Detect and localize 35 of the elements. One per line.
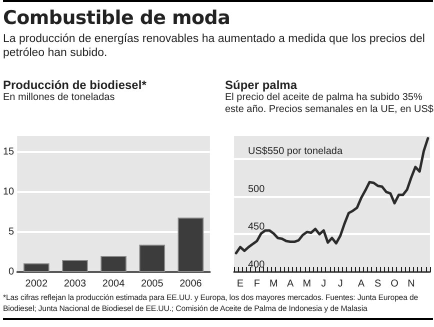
x-tick-label: S — [374, 278, 382, 290]
y-tick-label: 450 — [248, 222, 266, 233]
bar — [100, 256, 126, 272]
y-tick-label: 10 — [3, 186, 15, 198]
x-tick-label: J — [338, 278, 343, 290]
x-tick-label: M — [269, 278, 278, 290]
x-tick-label: 2002 — [25, 278, 48, 290]
x-tick-label: 2005 — [141, 278, 164, 290]
y-tick-label: 0 — [8, 266, 15, 278]
x-tick-label: J — [321, 278, 326, 290]
y-tick-label: US$550 por tonelada — [248, 146, 343, 158]
chart-title: Súper palma — [224, 78, 298, 92]
x-tick-label: 2006 — [180, 278, 202, 290]
x-tick-label: A — [286, 278, 294, 290]
x-tick-label: N — [408, 278, 415, 290]
x-tick-label: F — [254, 278, 260, 290]
text: La producción de energías renovables ha aumentado a medida que los precios del petróleo han subido. — [3, 32, 426, 60]
chart-title: Producción de biodiesel* — [2, 78, 148, 92]
bar — [139, 244, 166, 272]
x-tick-label: 2003 — [64, 278, 87, 290]
x-tick-label: O — [390, 278, 399, 290]
y-tick-label: 500 — [248, 184, 266, 195]
bar — [62, 260, 88, 272]
x-tick-label: A — [358, 278, 365, 290]
chart-subtitle: El precio del aceite de palma ha subido 35% este año. Precios semanales en la UE, en US$ — [224, 92, 434, 116]
x-tick-label: 2004 — [102, 278, 126, 290]
bar — [23, 263, 50, 272]
x-tick-label: E — [236, 278, 244, 290]
chart-subtitle: En millones de toneladas — [2, 92, 116, 104]
x-tick-label: M — [302, 278, 312, 290]
y-tick-label: 5 — [8, 226, 15, 238]
text: Combustible de moda — [3, 7, 232, 29]
y-tick-label: 400 — [248, 260, 266, 270]
bar — [178, 218, 204, 272]
y-tick-label: 15 — [3, 146, 15, 158]
